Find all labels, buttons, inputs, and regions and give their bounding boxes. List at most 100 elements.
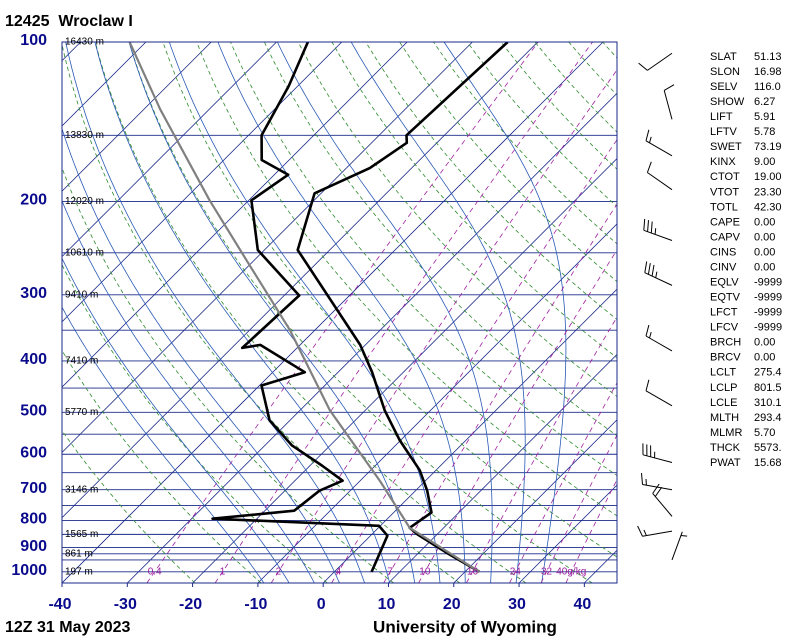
height-label: 13830 m [65,130,104,141]
plot-border [61,41,618,584]
y-tick-label: 600 [20,444,47,461]
index-value: 275.4 [754,367,782,379]
profile-line [211,42,389,573]
index-value: 23.30 [754,186,782,198]
index-value: 42.30 [754,201,782,213]
index-name: LCLT [710,367,736,379]
y-tick-label: 700 [20,480,47,497]
height-label: 12020 m [65,196,104,207]
index-value: 0.00 [754,337,775,349]
wind-barb [644,261,673,286]
isotherm [127,92,617,583]
dry-adiabat [128,42,593,583]
height-label: 10610 m [65,247,104,258]
mixing-ratio-label: 10 [419,566,431,577]
index-name: BRCV [710,352,741,364]
wind-barb [645,129,673,157]
y-tick-label: 200 [20,192,47,209]
chart-title: 12425 Wroclaw I [5,13,133,30]
index-name: SWET [710,141,742,153]
mixing-ratio-line [146,42,539,583]
index-name: SLAT [710,51,737,63]
index-name: VTOT [710,186,739,198]
source: University of Wyoming [373,617,557,636]
dry-adiabat [62,263,328,583]
index-name: PWAT [710,457,741,469]
index-name: CAPE [710,216,740,228]
moist-adiabat [277,42,493,583]
index-value: 116.0 [754,81,781,93]
y-tick-label: 400 [20,351,47,368]
index-name: MLTH [710,412,739,424]
index-name: EQLV [710,277,739,289]
x-tick-label: -10 [244,596,267,613]
wind-barb [671,531,688,561]
index-name: KINX [710,156,736,168]
x-tick-label: -40 [48,596,71,613]
height-label: 3146 m [65,484,98,495]
y-tick-label: 900 [20,538,47,555]
dry-adiabat [62,349,262,583]
index-name: CAPV [710,231,741,243]
height-label: 9410 m [65,289,98,300]
moist-adiabat [128,42,416,583]
mixing-ratio-label: 24 [510,566,522,577]
index-name: SHOW [710,96,745,108]
index-value: 19.00 [754,171,782,183]
profile-line [128,42,480,573]
index-name: LIFT [710,111,733,123]
isotherm [192,158,617,583]
index-value: 5573. [754,442,782,454]
wind-barb [642,443,673,464]
height-label: 197 m [65,566,93,577]
wind-barb [646,161,673,191]
mixing-ratio-line [565,478,617,583]
dry-adiabat [365,42,617,320]
x-tick-label: 10 [378,596,396,613]
index-name: LCLE [710,397,738,409]
x-tick-label: 20 [443,596,461,613]
index-name: SELV [710,81,738,93]
index-value: 310.1 [754,397,782,409]
index-value: 15.68 [754,457,782,469]
mixing-ratio-label: 4 [336,566,342,577]
isotherm [62,42,343,323]
dry-adiabat [94,42,527,583]
mixing-ratio-line [418,249,617,583]
moist-adiabat [217,42,466,583]
mixing-ratio-label: 2 [276,566,282,577]
index-value: -9999 [754,277,782,289]
wind-barb [638,52,673,71]
chart-subtitle: 12Z 31 May 2023 [5,619,131,636]
isotherm [453,419,617,583]
index-name: THCK [710,442,741,454]
mixing-ratio-line [270,69,617,583]
moist-adiabat [443,42,567,583]
wind-barb [645,324,673,352]
index-value: 5.70 [754,427,775,439]
moist-adiabat [62,199,315,583]
mixing-ratio-line [466,316,617,583]
isotherm [322,288,617,583]
index-name: LFCT [710,307,738,319]
mixing-ratio-label: 7 [387,566,393,577]
moist-adiabat [350,42,526,583]
isotherm [518,484,617,583]
isotherm [62,42,473,453]
index-value: -9999 [754,322,782,334]
index-value: 51.13 [754,51,782,63]
mixing-ratio-line [383,203,617,583]
dry-adiabat [331,42,617,359]
y-tick-label: 500 [20,403,47,420]
mixing-ratio-line [509,382,617,583]
index-value: 73.19 [754,141,782,153]
height-label: 7410 m [65,356,98,367]
x-tick-label: 30 [508,596,526,613]
index-value: 5.78 [754,126,775,138]
index-name: LFCV [710,322,739,334]
mixing-ratio-line [540,434,617,583]
index-value: 9.00 [754,156,775,168]
mixing-ratio-line [331,139,617,583]
index-value: 0.00 [754,261,775,273]
index-name: CINS [710,246,736,258]
